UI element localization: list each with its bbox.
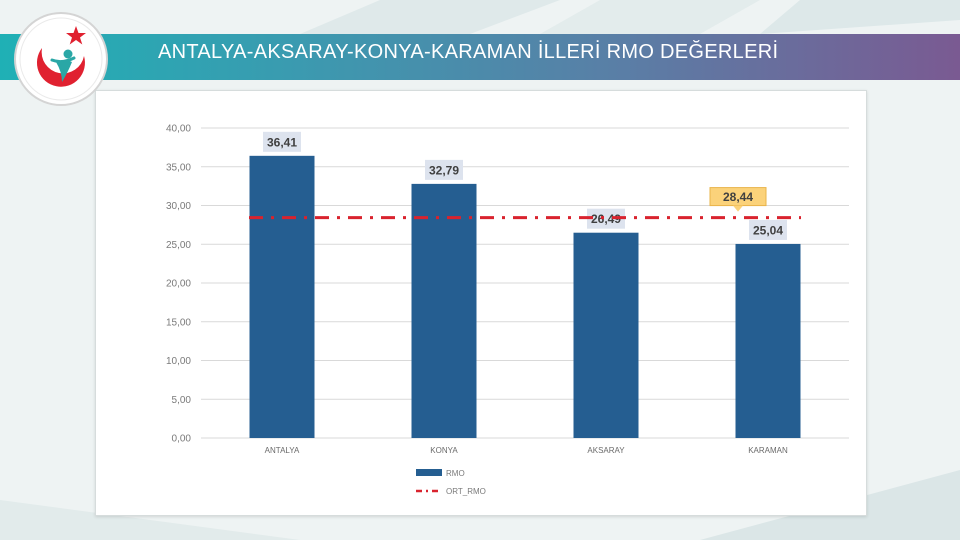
data-label: 25,04 [753, 223, 783, 237]
x-category-label: AKSARAY [587, 446, 625, 455]
y-tick-label: 40,00 [166, 124, 191, 135]
average-label: 28,44 [723, 190, 753, 204]
data-label-box [263, 131, 301, 152]
y-tick-label: 10,00 [166, 356, 191, 367]
chart-panel: 0,00 5,00 10,00 15,00 20,00 25,00 30,00 35,00 40… [95, 90, 867, 516]
data-label-box [749, 219, 787, 240]
y-tick-label: 20,00 [166, 279, 191, 290]
legend-label-ort-rmo: ORT_RMO [446, 487, 486, 496]
data-label: 32,79 [429, 163, 459, 177]
ministry-of-health-logo-icon [12, 10, 110, 108]
legend-label-rmo: RMO [446, 469, 465, 478]
data-label-box [425, 159, 463, 180]
legend-swatch-rmo [416, 469, 442, 476]
bar-konya [411, 183, 477, 438]
x-category-label: ANTALYA [265, 446, 300, 455]
x-category-label: KONYA [430, 446, 458, 455]
bar-antalya [249, 155, 315, 438]
bar-aksaray [573, 232, 639, 438]
data-label: 26,49 [591, 212, 621, 226]
data-label: 36,41 [267, 135, 297, 149]
x-category-label: KARAMAN [748, 446, 788, 455]
title-band [0, 34, 960, 80]
y-tick-label: 25,00 [166, 240, 191, 251]
y-tick-label: 5,00 [172, 395, 192, 406]
y-tick-label: 35,00 [166, 162, 191, 173]
y-tick-label: 30,00 [166, 201, 191, 212]
page-title: ANTALYA-AKSARAY-KONYA-KARAMAN İLLERİ RMO… [158, 41, 779, 63]
rmo-bar-chart: 0,00 5,00 10,00 15,00 20,00 25,00 30,00 35,00 40… [166, 124, 849, 496]
average-label-pointer [733, 205, 743, 212]
y-tick-label: 15,00 [166, 317, 191, 328]
y-tick-label: 0,00 [172, 434, 192, 445]
bar-karaman [735, 243, 801, 438]
data-label-box [587, 208, 625, 229]
